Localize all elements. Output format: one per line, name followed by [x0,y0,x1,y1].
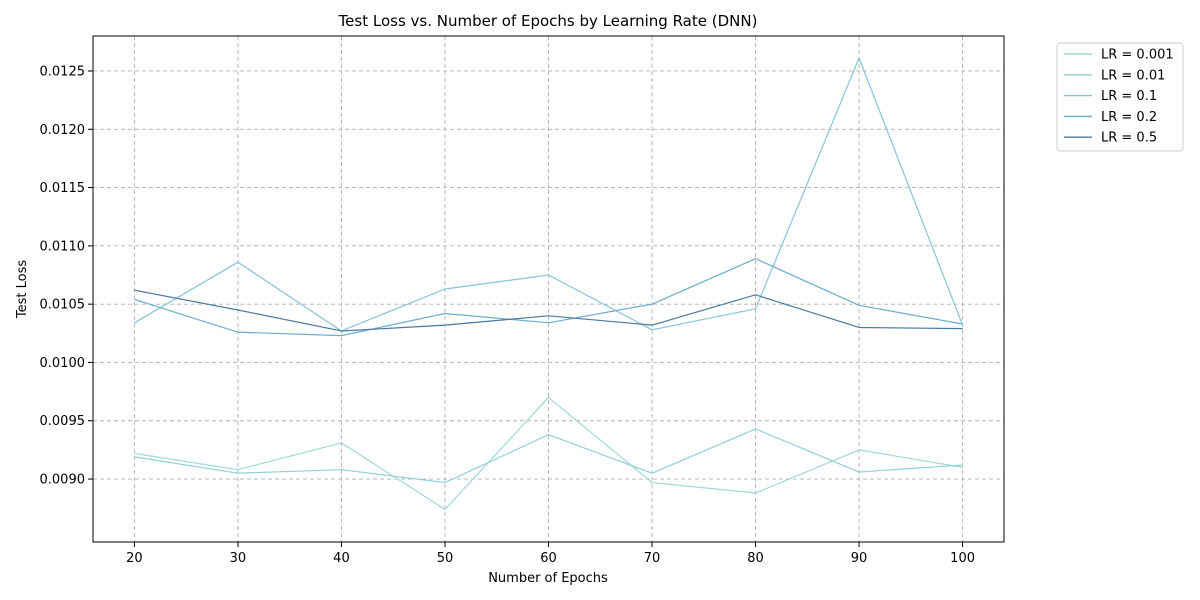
x-tick-label: 20 [126,551,143,566]
x-tick-label: 50 [437,551,454,566]
x-tick-label: 70 [644,551,661,566]
y-tick-label: 0.0115 [40,181,86,196]
y-tick-label: 0.0110 [40,239,86,254]
x-tick-label: 30 [230,551,247,566]
y-tick-label: 0.0100 [40,356,86,371]
legend-label-3: LR = 0.2 [1101,110,1157,125]
y-axis-ticks: 0.0090 0.0095 0.0100 0.0105 0.0110 0.0115 0.01… [40,64,93,488]
x-tick-label: 100 [950,551,975,566]
x-tick-label: 80 [747,551,764,566]
x-tick-label: 60 [540,551,557,566]
legend-label-0: LR = 0.001 [1101,48,1174,63]
y-tick-label: 0.0120 [40,123,86,138]
series-layer [134,57,964,510]
legend-label-4: LR = 0.5 [1101,131,1157,146]
x-axis-label: Number of Epochs [488,571,608,586]
series-line-4 [134,289,963,332]
x-tick-label: 90 [851,551,868,566]
series-line-3 [134,258,963,337]
series-line-0 [134,396,963,510]
y-tick-label: 0.0095 [40,414,86,429]
legend-box [1056,42,1184,152]
chart-title: Test Loss vs. Number of Epochs by Learni… [338,12,758,30]
x-tick-label: 40 [333,551,350,566]
legend-label-2: LR = 0.1 [1101,89,1157,104]
x-axis-ticks: 20 30 40 50 60 70 80 90 100 [126,542,975,566]
grid [93,36,1004,542]
y-tick-label: 0.0090 [40,473,86,488]
y-axis-label: Test Loss [15,260,30,319]
legend-label-1: LR = 0.01 [1101,68,1165,83]
series-line-2 [134,57,964,332]
y-tick-label: 0.0125 [40,64,86,79]
y-tick-label: 0.0105 [40,298,86,313]
legend: LR = 0.001 LR = 0.01 LR = 0.1 LR = 0.2 LR = … [1056,42,1184,152]
series-line-1 [134,428,963,484]
